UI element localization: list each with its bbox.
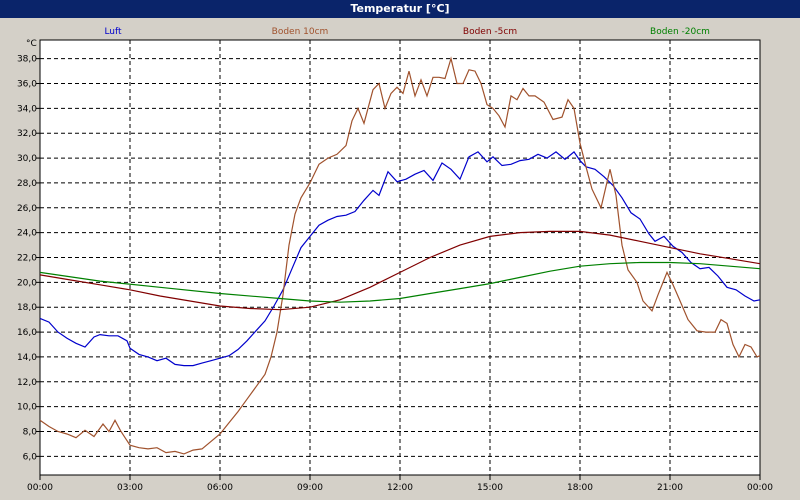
legend-item-boden-10cm: Boden 10cm bbox=[272, 27, 329, 37]
y-tick-label: 20,0 bbox=[17, 278, 37, 288]
y-tick-label: 36,0 bbox=[17, 80, 37, 90]
y-tick-label: 18,0 bbox=[17, 303, 37, 313]
x-tick-time-label: 06:00 bbox=[207, 483, 233, 493]
x-tick-time-label: 15:00 bbox=[477, 483, 503, 493]
y-tick-label: 26,0 bbox=[17, 204, 37, 214]
legend-item-boden-5cm: Boden -5cm bbox=[463, 27, 517, 37]
chart-title-bar: Temperatur [°C] bbox=[0, 0, 800, 18]
y-tick-label: 10,0 bbox=[17, 403, 37, 413]
x-tick-time-label: 00:00 bbox=[747, 483, 773, 493]
series-line-boden-10cm bbox=[39, 56, 761, 455]
grid-lines bbox=[40, 40, 760, 475]
x-axis: 00:0002.06.2003:0002.06.2006:0002.06.200… bbox=[27, 475, 773, 493]
legend-item-luft: Luft bbox=[104, 27, 122, 37]
legend: Luft Boden 10cm Boden -5cm Boden -20cm bbox=[104, 27, 710, 37]
y-tick-label: 16,0 bbox=[17, 328, 37, 338]
x-tick-time-label: 21:00 bbox=[657, 483, 683, 493]
y-axis: 6,0 8,0 10,0 12,0 14,0 16,0 18,0 20,0 22,0 24,0 26… bbox=[17, 55, 40, 462]
x-tick-time-label: 09:00 bbox=[297, 483, 323, 493]
x-tick-time-label: 03:00 bbox=[117, 483, 143, 493]
y-tick-label: 24,0 bbox=[17, 229, 37, 239]
y-tick-label: 34,0 bbox=[17, 104, 37, 114]
series-lines bbox=[39, 56, 761, 455]
chart-title: Temperatur [°C] bbox=[350, 2, 450, 15]
y-tick-label: 8,0 bbox=[23, 428, 38, 438]
series-line-luft bbox=[39, 151, 761, 367]
x-tick-time-label: 00:00 bbox=[27, 483, 53, 493]
temperature-chart: Luft Boden 10cm Boden -5cm Boden -20cm °C 6… bbox=[17, 27, 773, 493]
legend-item-boden-20cm: Boden -20cm bbox=[650, 27, 710, 37]
y-tick-label: 32,0 bbox=[17, 129, 37, 139]
y-tick-label: 22,0 bbox=[17, 254, 37, 264]
y-tick-label: 6,0 bbox=[23, 452, 38, 462]
x-tick-time-label: 18:00 bbox=[567, 483, 593, 493]
y-tick-label: 30,0 bbox=[17, 154, 37, 164]
y-axis-unit-label: °C bbox=[26, 39, 37, 49]
x-tick-time-label: 12:00 bbox=[387, 483, 413, 493]
y-tick-label: 14,0 bbox=[17, 353, 37, 363]
y-tick-label: 12,0 bbox=[17, 378, 37, 388]
series-line-boden-20cm bbox=[39, 261, 761, 303]
series-line-boden-5cm bbox=[39, 230, 761, 311]
y-tick-label: 28,0 bbox=[17, 179, 37, 189]
y-tick-label: 38,0 bbox=[17, 55, 37, 65]
